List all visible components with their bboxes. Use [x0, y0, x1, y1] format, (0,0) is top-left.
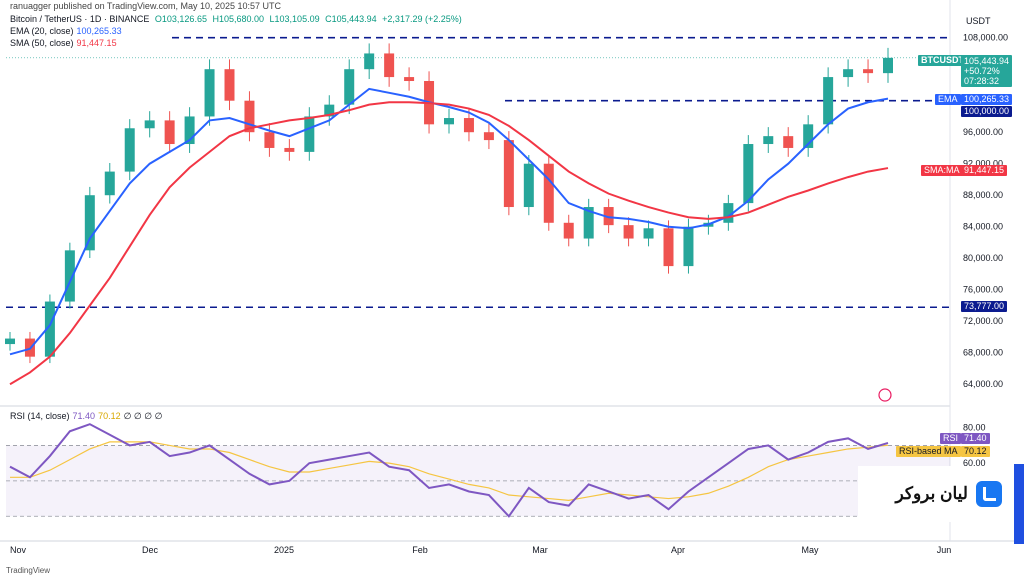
broker-logo-icon — [976, 481, 1002, 507]
candle-body — [404, 77, 415, 82]
candle-body — [763, 136, 774, 145]
candle-body — [643, 228, 654, 239]
candle-body — [304, 116, 315, 152]
candle-body — [863, 69, 874, 74]
price-tick-label: 68,000.00 — [963, 348, 1003, 358]
legend-sma: SMA (50, close) 91,447.15 — [10, 38, 117, 48]
symbol-tag: BTCUSDT — [918, 55, 967, 66]
time-axis-label: Dec — [142, 545, 159, 555]
ohlc-change: +2,317.29 (+2.25%) — [382, 14, 462, 24]
candle-body — [164, 120, 175, 145]
candle-body — [144, 120, 155, 129]
time-axis-label: Feb — [412, 545, 428, 555]
sma-tag-value: 91,447.15 — [961, 165, 1008, 176]
price-tick-label: 80,000.00 — [963, 253, 1003, 263]
price-tick-label: 84,000.00 — [963, 222, 1003, 232]
candle-body — [204, 69, 215, 117]
side-accent-bar — [1014, 464, 1024, 544]
candle-body — [503, 140, 514, 208]
tradingview-footer: TradingView — [6, 566, 51, 575]
candle-body — [44, 301, 55, 357]
broker-watermark: لیان بروکر — [858, 466, 1024, 522]
rsi-line — [9, 423, 889, 518]
ohlc-open: O103,126.65 — [154, 14, 207, 24]
candle-body — [803, 124, 814, 148]
candle-body — [284, 147, 295, 152]
price-tick-label: 96,000.00 — [963, 127, 1003, 137]
ema-line — [9, 87, 889, 356]
candle-body — [683, 226, 694, 267]
candle-body — [344, 69, 355, 105]
candle-body — [823, 77, 834, 125]
candle-body — [723, 203, 734, 223]
candle-body — [783, 136, 794, 148]
candle-body — [523, 163, 534, 208]
ema-tag-value: 100,265.33 — [961, 94, 1013, 105]
candle-body — [603, 207, 614, 226]
rsi-tick-label: 60.00 — [963, 458, 986, 468]
price-tick-label: 92,000.00 — [963, 159, 1003, 169]
candle-body — [224, 69, 235, 101]
candle-body — [64, 250, 75, 302]
ohlc-low: L103,105.09 — [269, 14, 320, 24]
ohlc-close: C105,443.94 — [325, 14, 377, 24]
legend-rsi: RSI (14, close) 71.40 70.12 ∅ ∅ ∅ ∅ — [10, 411, 163, 421]
time-axis-label: Jun — [937, 545, 952, 555]
currency-label: USDT — [966, 16, 991, 26]
candle-body — [104, 171, 115, 196]
candle-body — [463, 118, 474, 133]
candle-body — [5, 338, 15, 345]
candle-body — [543, 163, 554, 223]
time-axis-label: 2025 — [274, 545, 294, 555]
level-100k-tag: 100,000.00 — [961, 106, 1013, 117]
publisher-header: ranuagger published on TradingView.com, … — [10, 1, 282, 11]
candle-body — [244, 100, 255, 133]
rsi-ma-tag-label: RSI-based MA — [896, 446, 961, 457]
candle-body — [324, 104, 335, 117]
price-tick-label: 64,000.00 — [963, 379, 1003, 389]
candle-body — [364, 53, 375, 70]
price-tick-label: 88,000.00 — [963, 190, 1003, 200]
candle-body — [623, 225, 634, 239]
candle-body — [444, 118, 454, 125]
last-price-tag: 105,443.94 +50.72% 07:28:32 — [961, 55, 1013, 87]
candle-body — [663, 228, 674, 267]
sma-tag-label: SMA:MA — [921, 165, 963, 176]
rsi-tag-label: RSI — [940, 433, 962, 444]
symbol-title: Bitcoin / TetherUS · 1D · BINANCE — [10, 14, 150, 24]
candle-body — [184, 116, 195, 145]
watermark-text: لیان بروکر — [895, 484, 969, 503]
candle-body — [84, 195, 95, 251]
rsi-tick-label: 80.00 — [963, 423, 986, 433]
level-73k-tag: 73,777.00 — [961, 301, 1008, 312]
time-axis-label: May — [801, 545, 819, 555]
time-axis-label: Nov — [10, 545, 27, 555]
candle-body — [563, 222, 574, 239]
price-tick-label: 76,000.00 — [963, 285, 1003, 295]
lightning-icon — [878, 388, 892, 402]
rsi-ma-tag-value: 70.12 — [961, 446, 990, 457]
candle-body — [883, 57, 893, 74]
legend-main: Bitcoin / TetherUS · 1D · BINANCE O103,1… — [10, 14, 465, 25]
candle-body — [583, 207, 594, 239]
sma-line — [9, 101, 889, 386]
price-tick-label: 72,000.00 — [963, 316, 1003, 326]
price-tick-label: 108,000.00 — [963, 33, 1008, 43]
candle-body — [483, 132, 494, 141]
rsi-tag-value: 71.40 — [961, 433, 990, 444]
candle-body — [384, 53, 395, 78]
time-axis-label: Apr — [671, 545, 685, 555]
candle-body — [743, 144, 754, 204]
candle-body — [843, 69, 854, 78]
time-axis-label: Mar — [532, 545, 548, 555]
legend-ema: EMA (20, close) 100,265.33 — [10, 26, 122, 36]
rsi-ma-line — [10, 441, 889, 501]
candle-body — [264, 132, 275, 148]
candle-body — [124, 128, 135, 172]
ema-tag-label: EMA — [935, 94, 961, 105]
ohlc-high: H105,680.00 — [212, 14, 265, 24]
